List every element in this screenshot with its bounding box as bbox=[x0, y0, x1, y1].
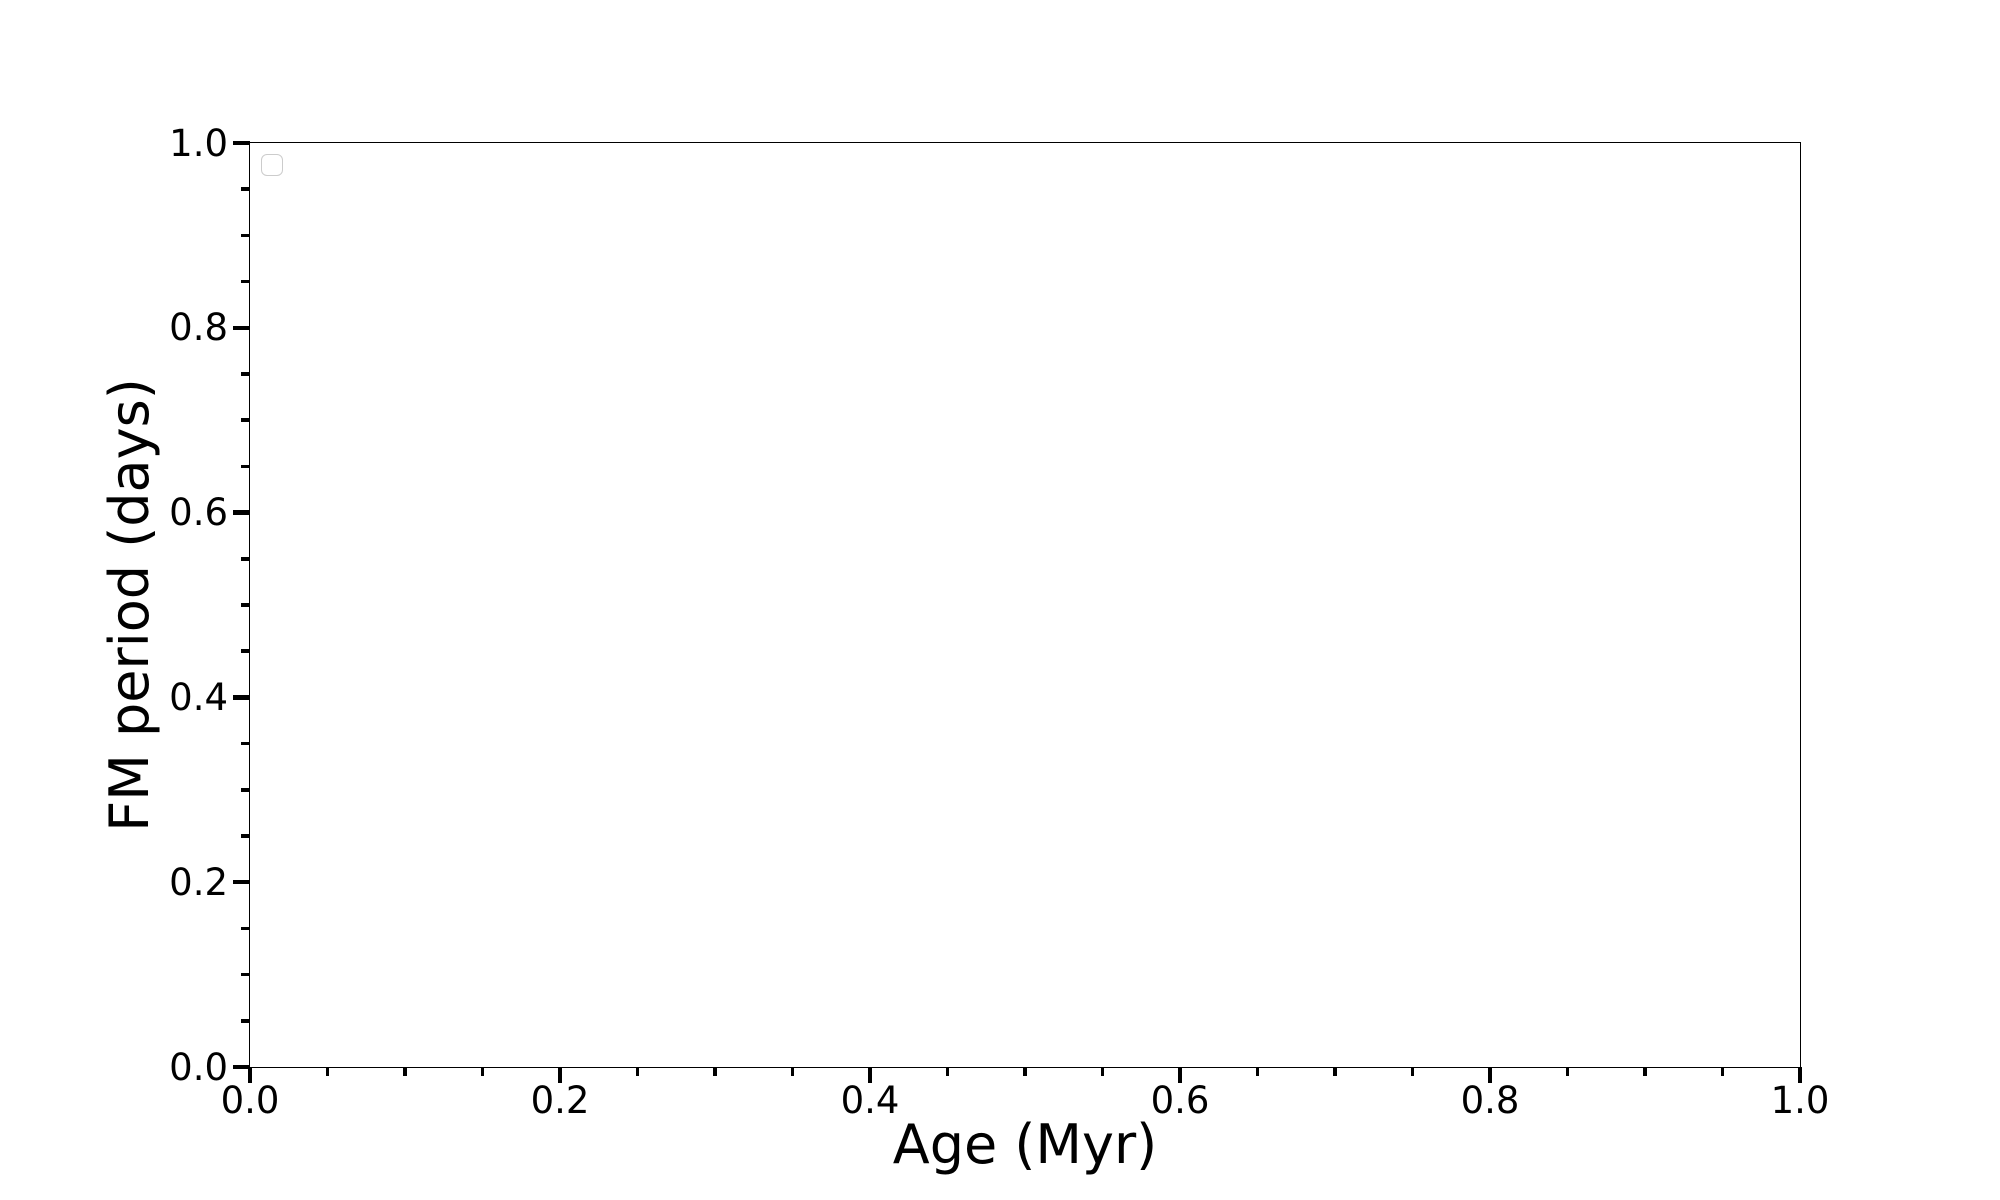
y-major-tick bbox=[233, 1064, 250, 1070]
y-major-tick bbox=[233, 140, 250, 146]
y-tick-label: 0.8 bbox=[169, 306, 228, 350]
x-minor-tick bbox=[1255, 1067, 1260, 1076]
x-tick-label: 0.2 bbox=[530, 1079, 590, 1122]
y-minor-tick bbox=[241, 1019, 250, 1023]
y-minor-tick bbox=[241, 187, 250, 191]
y-tick-label: 0.0 bbox=[169, 1045, 228, 1089]
y-minor-tick bbox=[241, 233, 250, 238]
x-tick-label: 0.6 bbox=[1150, 1079, 1210, 1122]
y-major-tick bbox=[233, 510, 250, 515]
x-axis-label: Age (Myr) bbox=[892, 1113, 1158, 1176]
y-minor-tick bbox=[241, 464, 250, 469]
y-minor-tick bbox=[241, 649, 250, 653]
x-minor-tick bbox=[1410, 1067, 1415, 1076]
legend-box bbox=[261, 154, 283, 176]
y-major-tick bbox=[233, 695, 250, 700]
x-minor-tick bbox=[1643, 1067, 1647, 1076]
y-minor-tick bbox=[241, 557, 250, 561]
y-tick-label: 0.6 bbox=[169, 491, 228, 535]
x-minor-tick bbox=[403, 1067, 407, 1076]
y-minor-tick bbox=[241, 972, 250, 977]
x-minor-tick bbox=[635, 1067, 640, 1076]
y-minor-tick bbox=[241, 279, 250, 284]
x-minor-tick bbox=[790, 1067, 795, 1076]
x-major-tick bbox=[867, 1067, 873, 1083]
x-major-tick bbox=[557, 1067, 563, 1083]
x-minor-tick bbox=[1565, 1067, 1570, 1076]
x-minor-tick bbox=[1100, 1067, 1105, 1076]
x-major-tick bbox=[1177, 1067, 1183, 1083]
y-tick-label: 0.4 bbox=[169, 675, 228, 719]
y-minor-tick bbox=[241, 603, 250, 607]
x-tick-label: 0.4 bbox=[840, 1079, 900, 1122]
x-tick-label: 0.8 bbox=[1460, 1079, 1520, 1122]
y-minor-tick bbox=[241, 834, 250, 838]
x-major-tick bbox=[247, 1067, 253, 1083]
x-tick-label: 0.0 bbox=[220, 1079, 280, 1122]
x-minor-tick bbox=[945, 1067, 950, 1076]
y-minor-tick bbox=[241, 788, 250, 792]
x-tick-label: 1.0 bbox=[1770, 1079, 1830, 1122]
y-axis-label: FM period (days) bbox=[98, 378, 161, 832]
x-major-tick bbox=[1487, 1067, 1493, 1083]
x-minor-tick bbox=[480, 1067, 485, 1076]
x-minor-tick bbox=[713, 1067, 717, 1076]
plot-area bbox=[249, 142, 1801, 1068]
y-tick-label: 1.0 bbox=[169, 121, 228, 165]
x-minor-tick bbox=[325, 1067, 330, 1076]
x-minor-tick bbox=[1720, 1067, 1725, 1076]
y-minor-tick bbox=[241, 926, 250, 931]
x-minor-tick bbox=[1333, 1067, 1337, 1076]
y-major-tick bbox=[233, 879, 250, 885]
x-minor-tick bbox=[1023, 1067, 1027, 1076]
x-major-tick bbox=[1797, 1067, 1803, 1083]
y-minor-tick bbox=[241, 372, 250, 376]
y-tick-label: 0.2 bbox=[169, 860, 228, 904]
y-minor-tick bbox=[241, 418, 250, 422]
y-major-tick bbox=[233, 325, 250, 331]
y-minor-tick bbox=[241, 741, 250, 746]
